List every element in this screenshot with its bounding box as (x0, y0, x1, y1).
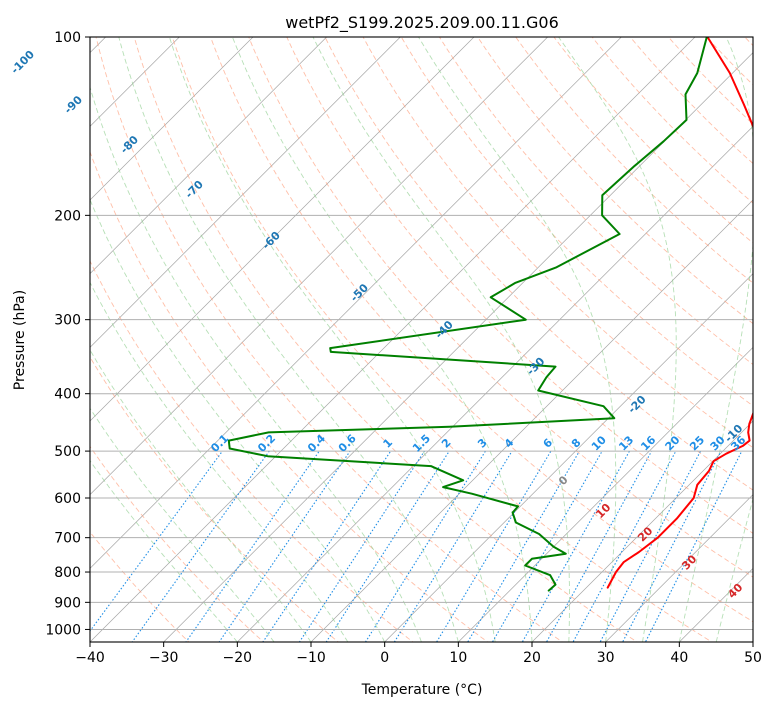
x-tick-label: −40 (75, 650, 105, 666)
moist-adiabat-line (715, 497, 753, 642)
y-tick-label: 700 (54, 531, 81, 547)
dry-adiabat-line (171, 37, 713, 642)
moist-adiabat-line (90, 85, 422, 642)
mixing-ratio-line (467, 450, 580, 642)
moist-adiabat-line (418, 37, 617, 642)
isotherm-line (237, 125, 753, 642)
moist-adiabat-line (312, 37, 570, 642)
isotherm-line (90, 37, 475, 422)
x-tick-label: −10 (296, 650, 326, 666)
dry-adiabat-line (438, 37, 753, 365)
dry-adiabat-line (324, 37, 753, 491)
moist-adiabat-line (90, 281, 349, 642)
dry-adiabat-line (248, 37, 753, 578)
isotherm-line (605, 494, 753, 642)
x-tick-label: 30 (597, 650, 615, 666)
temperature-profile-line (606, 37, 753, 589)
y-tick-label: 800 (54, 565, 81, 581)
mixing-ratio-line (364, 450, 486, 642)
dry-adiabat-line (362, 37, 753, 449)
plot-frame (89, 36, 754, 643)
mixing-ratio-line (393, 450, 513, 642)
moist-adiabat-line (231, 37, 533, 642)
mixing-ratio-line (622, 450, 722, 642)
y-tick-label: 400 (54, 387, 81, 403)
isotherm-line (90, 37, 254, 201)
mixing-ratio-line (521, 450, 630, 642)
isotherm-line (90, 37, 622, 569)
moist-adiabat-line (90, 198, 386, 642)
y-tick-label: 300 (54, 313, 81, 329)
moist-adiabat-line (678, 37, 753, 642)
y-tick-label: 200 (54, 208, 81, 224)
mixing-ratio-line (218, 450, 351, 642)
isotherm-line (458, 346, 753, 642)
isotherm-line (90, 37, 548, 496)
mixing-ratio-line (435, 450, 552, 642)
sounding-series (227, 37, 753, 592)
x-tick-label: 0 (380, 650, 389, 666)
dry-adiabat-line (90, 150, 489, 642)
dry-adiabat-line (286, 37, 753, 534)
y-tick-label: 900 (54, 595, 81, 611)
isotherm-line (90, 37, 327, 275)
isotherm-line (310, 199, 753, 642)
y-tick-label: 600 (54, 491, 81, 507)
axes: −40 −30 −20 −10 0 10 20 30 40 50 100 200 300 400 500 60… (45, 30, 762, 666)
y-axis-label: Pressure (hPa) (12, 290, 28, 390)
x-tick-label: 50 (744, 650, 762, 666)
moist-adiabat-line (90, 349, 312, 642)
moist-adiabat-line (558, 37, 677, 642)
x-axis-label: Temperature (°C) (361, 682, 483, 698)
mixing-ratio-line (545, 450, 653, 642)
pressure-grid (90, 37, 753, 630)
isotherm-line (384, 273, 753, 642)
y-tick-label: 500 (54, 444, 81, 460)
x-tick-label: −30 (149, 650, 179, 666)
x-tick-label: 20 (523, 650, 541, 666)
y-tick-label: 1000 (45, 622, 81, 638)
isotherm-line (90, 37, 401, 348)
mixing-ratio-line (185, 450, 320, 642)
moist-adiabat-line (118, 37, 459, 642)
dewpoint-profile-line (227, 37, 708, 592)
moist-adiabat-line (90, 459, 238, 642)
x-tick-label: −20 (223, 650, 253, 666)
y-tick-label: 100 (54, 30, 81, 46)
isotherm-line (531, 420, 753, 642)
chart-title: wetPf2_S199.2025.209.00.11.G06 (285, 13, 559, 33)
x-tick-label: 40 (670, 650, 688, 666)
mixing-ratio-line (262, 450, 392, 642)
x-tick-label: 10 (449, 650, 467, 666)
mixing-ratio-line (491, 450, 603, 642)
mixing-ratio-line (644, 450, 743, 642)
